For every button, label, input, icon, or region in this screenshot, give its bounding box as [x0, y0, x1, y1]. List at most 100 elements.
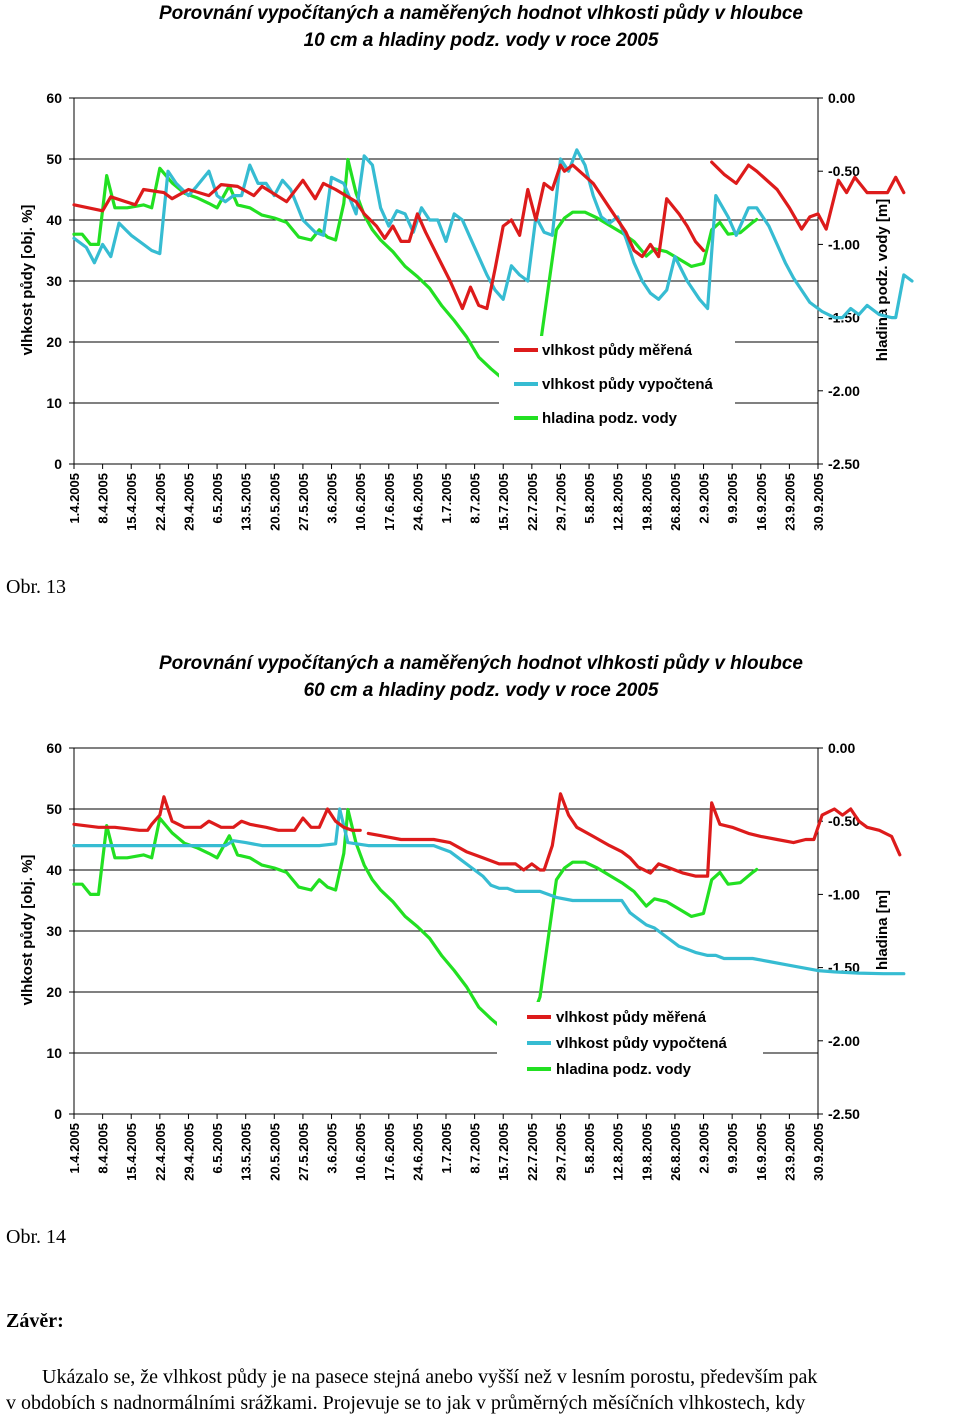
conclusion-heading: Závěr: — [6, 1310, 64, 1332]
y2-tick-label: 0.00 — [828, 90, 855, 106]
x-tick-label: 15.4.2005 — [124, 473, 139, 531]
y-tick-label: 20 — [46, 984, 62, 1000]
x-tick-label: 1.4.2005 — [67, 473, 82, 524]
x-tick-label: 29.7.2005 — [553, 1123, 568, 1181]
x-tick-label: 22.7.2005 — [525, 473, 540, 531]
x-tick-label: 12.8.2005 — [611, 473, 626, 531]
x-tick-label: 20.5.2005 — [267, 473, 282, 531]
x-axis-ticks: 1.4.2005 8.4.2005 15.4.2005 22.4.2005 29.4.2… — [67, 1114, 826, 1181]
y2-tick-label: -2.00 — [828, 383, 860, 399]
legend-label-groundwater: hladina podz. vody — [556, 1061, 692, 1078]
legend: vlhkost půdy měřená vlhkost půdy vypočte… — [497, 1002, 763, 1086]
x-tick-label: 9.9.2005 — [725, 473, 740, 524]
x-tick-label: 23.9.2005 — [782, 473, 797, 531]
chart-title-line2: 10 cm a hladiny podz. vody v roce 2005 — [304, 30, 659, 51]
x-tick-label: 6.5.2005 — [210, 473, 225, 524]
x-tick-label: 15.4.2005 — [124, 1123, 139, 1181]
x-tick-label: 17.6.2005 — [382, 473, 397, 531]
y2-axis-ticks: -2.50-2.00-1.50-1.00-0.500.00 — [818, 740, 860, 1122]
y-tick-label: 0 — [54, 456, 62, 472]
x-tick-label: 22.4.2005 — [153, 1123, 168, 1181]
series-line — [72, 163, 706, 311]
y-tick-label: 30 — [46, 923, 62, 939]
x-tick-label: 30.9.2005 — [811, 473, 826, 531]
y2-axis-ticks: -2.50-2.00-1.50-1.00-0.500.00 — [818, 90, 860, 472]
x-tick-label: 12.8.2005 — [611, 1123, 626, 1181]
conclusion-line-1: Ukázalo se, že vlhkost půdy je na pasece… — [42, 1366, 818, 1388]
y2-axis-title: hladina [m] — [874, 890, 891, 970]
x-tick-label: 27.5.2005 — [296, 1123, 311, 1181]
x-tick-label: 3.6.2005 — [325, 473, 340, 524]
y2-axis-title: hladina podz. vody [m] — [874, 199, 891, 362]
chart-figure-14: Porovnání vypočítaných a naměřených hodn… — [19, 653, 906, 1181]
x-tick-label: 16.9.2005 — [754, 1123, 769, 1181]
y2-tick-label: -2.50 — [828, 456, 860, 472]
y2-tick-label: 0.00 — [828, 740, 855, 756]
chart-title-line1: Porovnání vypočítaných a naměřených hodn… — [159, 653, 803, 674]
y2-tick-label: -1.00 — [828, 886, 860, 902]
x-tick-label: 29.4.2005 — [181, 473, 196, 531]
legend-label-computed: vlhkost půdy vypočtená — [542, 376, 714, 393]
y-tick-label: 20 — [46, 334, 62, 350]
x-tick-label: 8.7.2005 — [468, 1123, 483, 1174]
x-tick-label: 29.7.2005 — [553, 473, 568, 531]
y-axis-title: vlhkost půdy [obj. %] — [19, 855, 36, 1006]
y-tick-label: 0 — [54, 1106, 62, 1122]
x-tick-label: 1.4.2005 — [67, 1123, 82, 1174]
x-tick-label: 8.7.2005 — [468, 473, 483, 524]
x-tick-label: 5.8.2005 — [582, 1123, 597, 1174]
x-tick-label: 9.9.2005 — [725, 1123, 740, 1174]
series-line — [72, 807, 759, 1033]
x-tick-label: 30.9.2005 — [811, 1123, 826, 1181]
y-axis-ticks: 0 10 20 30 40 50 60 — [46, 740, 74, 1122]
x-tick-label: 8.4.2005 — [96, 1123, 111, 1174]
x-tick-label: 29.4.2005 — [181, 1123, 196, 1181]
x-tick-label: 27.5.2005 — [296, 473, 311, 531]
x-tick-label: 2.9.2005 — [697, 1123, 712, 1174]
x-tick-label: 24.6.2005 — [410, 473, 425, 531]
x-tick-label: 15.7.2005 — [496, 473, 511, 531]
x-tick-label: 13.5.2005 — [239, 1123, 254, 1181]
x-tick-label: 6.5.2005 — [210, 1123, 225, 1174]
conclusion-paragraph: Ukázalo se, že vlhkost půdy je na pasece… — [6, 1364, 958, 1416]
y2-tick-label: -1.00 — [828, 236, 860, 252]
chart-title-line2: 60 cm a hladiny podz. vody v roce 2005 — [304, 680, 659, 701]
y-tick-label: 40 — [46, 212, 62, 228]
y-tick-label: 30 — [46, 273, 62, 289]
conclusion-line-2: v obdobích s nadnormálními srážkami. Pro… — [6, 1392, 806, 1414]
y-tick-label: 40 — [46, 862, 62, 878]
y-axis-ticks: 0 10 20 30 40 50 60 — [46, 90, 74, 472]
y-tick-label: 50 — [46, 801, 62, 817]
x-tick-label: 5.8.2005 — [582, 473, 597, 524]
series-line — [72, 148, 914, 320]
y2-tick-label: -2.50 — [828, 1106, 860, 1122]
chart-figure-13: Porovnání vypočítaných a naměřených hodn… — [19, 3, 914, 531]
figure-caption: Obr. 13 — [6, 576, 66, 598]
series-line — [72, 795, 362, 832]
x-tick-label: 10.6.2005 — [353, 473, 368, 531]
x-tick-label: 2.9.2005 — [697, 473, 712, 524]
series-lines — [72, 148, 914, 383]
x-tick-label: 17.6.2005 — [382, 1123, 397, 1181]
x-tick-label: 15.7.2005 — [496, 1123, 511, 1181]
series-lines — [72, 792, 906, 1033]
x-tick-label: 24.6.2005 — [410, 1123, 425, 1181]
y2-tick-label: -0.50 — [828, 813, 860, 829]
x-tick-label: 1.7.2005 — [439, 473, 454, 524]
y-tick-label: 50 — [46, 151, 62, 167]
y-tick-label: 10 — [46, 395, 62, 411]
figure-caption: Obr. 14 — [6, 1226, 66, 1248]
y2-tick-label: -2.00 — [828, 1033, 860, 1049]
x-tick-label: 26.8.2005 — [668, 1123, 683, 1181]
series-line — [72, 807, 906, 976]
x-tick-label: 3.6.2005 — [325, 1123, 340, 1174]
legend: vlhkost půdy měřená vlhkost půdy vypočte… — [499, 336, 735, 436]
x-axis-ticks: 1.4.2005 8.4.2005 15.4.2005 22.4.2005 29.4.2… — [67, 464, 826, 531]
x-tick-label: 22.4.2005 — [153, 473, 168, 531]
legend-label-computed: vlhkost půdy vypočtená — [556, 1035, 728, 1052]
x-tick-label: 19.8.2005 — [639, 473, 654, 531]
y-axis-title: vlhkost půdy [obj. %] — [19, 205, 36, 356]
x-tick-label: 10.6.2005 — [353, 1123, 368, 1181]
gridlines — [74, 808, 818, 1054]
x-tick-label: 8.4.2005 — [96, 473, 111, 524]
